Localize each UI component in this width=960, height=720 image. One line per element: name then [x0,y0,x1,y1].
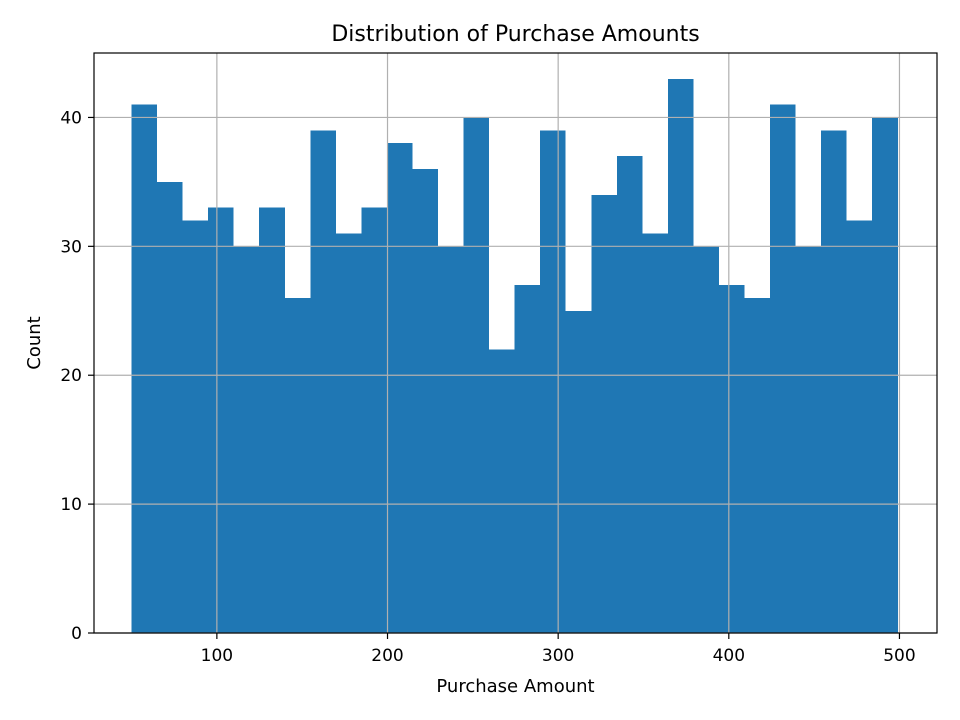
plot-frame [93,52,938,634]
histogram-bar [208,207,234,633]
histogram-bar [540,130,566,634]
histogram-bar [846,220,873,634]
y-tick-label: 20 [60,366,82,386]
y-tick-label: 0 [71,624,82,644]
chart-title: Distribution of Purchase Amounts [331,22,699,47]
histogram-bar [259,207,285,633]
bars [131,78,898,634]
histogram-bar [182,220,209,634]
histogram-bar [744,297,771,633]
y-tick-label: 40 [60,108,82,128]
histogram-bar [770,104,796,634]
histogram-bar [591,194,617,633]
histogram-bar [157,181,183,633]
y-tick-label: 30 [60,237,82,257]
histogram-bar [335,233,362,633]
histogram-bar [412,169,439,633]
y-axis-label: Count [24,316,45,369]
histogram-bar [310,130,336,634]
histogram-bar [514,285,541,633]
histogram-bar [438,246,464,634]
histogram-bar [233,246,260,634]
x-tick-label: 100 [201,646,233,666]
y-tick-label: 10 [60,495,82,515]
histogram-bar [795,246,822,634]
ticks: 100 200 300 400 500 0 10 20 30 40 [60,108,915,666]
histogram-bar [565,310,592,633]
histogram-bar [489,349,515,633]
histogram-bar [131,104,158,634]
histogram-bar [284,297,311,633]
x-tick-label: 400 [713,646,745,666]
histogram-bar [386,143,413,633]
histogram-bar [718,285,745,633]
histogram-bar [361,207,387,633]
x-axis-label: Purchase Amount [436,676,594,697]
x-tick-label: 300 [542,646,574,666]
histogram-bar [667,78,694,634]
x-tick-label: 200 [371,646,403,666]
x-tick-label: 500 [883,646,915,666]
histogram-bar [616,156,643,633]
histogram-bar [821,130,847,634]
histogram-bar [642,233,668,633]
histogram-bar [693,246,719,634]
